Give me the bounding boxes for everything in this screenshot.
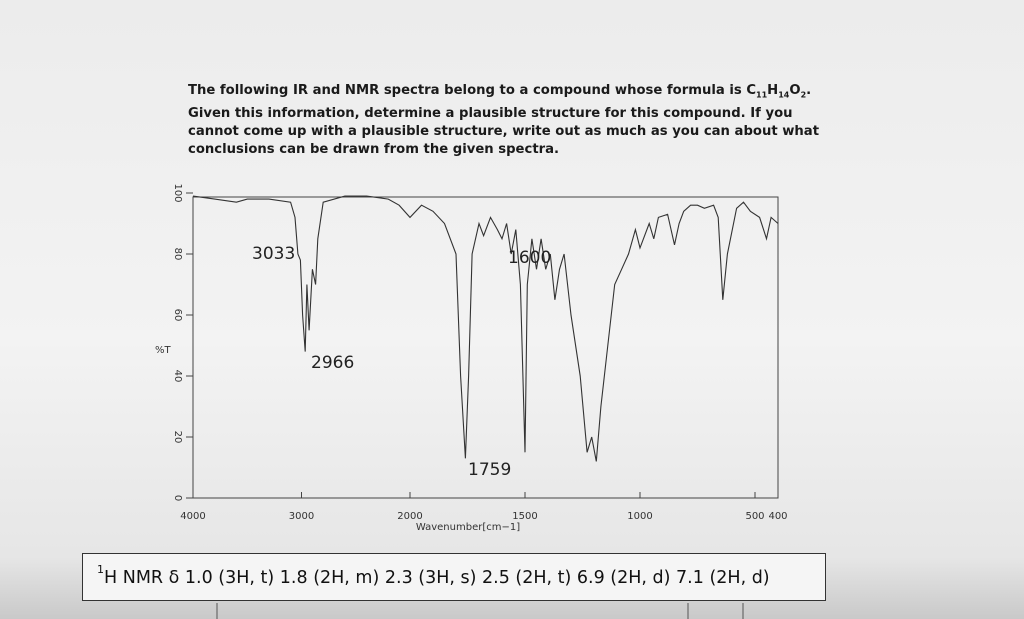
formula: 11 xyxy=(756,90,768,100)
question-line: conclusions can be drawn from the given … xyxy=(188,141,560,157)
y-tick-label: 0 xyxy=(172,495,183,501)
question-line: Given this information, determine a plau… xyxy=(188,105,793,121)
peak-annotation: 2966 xyxy=(311,353,354,373)
x-tick-label: 2000 xyxy=(397,511,422,522)
formula: H xyxy=(767,83,779,98)
formula: . xyxy=(806,83,812,98)
nmr-text: H NMR δ 1.0 (3H, t) 1.8 (2H, m) 2.3 (3H,… xyxy=(104,567,770,588)
y-tick-label: 60 xyxy=(172,309,183,322)
plot-frame xyxy=(192,196,779,499)
y-axis-label: %T xyxy=(155,345,172,356)
question-line: The following IR and NMR spectra belong … xyxy=(188,82,819,105)
x-tick-label: 500 xyxy=(745,511,764,522)
question: The following IR and NMR spectra belong … xyxy=(188,82,819,159)
x-tick-label: 1500 xyxy=(512,511,537,522)
formula: O xyxy=(789,83,801,98)
formula: C xyxy=(746,83,757,98)
y-tick-label: 40 xyxy=(172,370,183,383)
formula: 14 xyxy=(778,90,790,100)
y-tick-label: 80 xyxy=(172,248,183,261)
x-axis-label: Wavenumber[cm−1] xyxy=(416,522,520,533)
formula: 2 xyxy=(800,90,807,100)
peak-annotation: 1759 xyxy=(468,460,511,480)
y-tick-label: 100 xyxy=(172,183,183,202)
x-tick-label: 1000 xyxy=(627,511,652,522)
peak-annotation: 1600 xyxy=(508,248,551,268)
nmr-superscript: 1 xyxy=(97,563,104,576)
question-lead: The following IR and NMR spectra belong … xyxy=(188,83,747,98)
peak-annotation: 3033 xyxy=(252,244,295,264)
y-tick-label: 20 xyxy=(172,431,183,444)
nmr-box: 1H NMR δ 1.0 (3H, t) 1.8 (2H, m) 2.3 (3H… xyxy=(82,553,826,601)
x-tick-label: 4000 xyxy=(180,511,205,522)
question-line: cannot come up with a plausible structur… xyxy=(188,123,819,139)
x-tick-label: 3000 xyxy=(289,511,314,522)
x-tick-label: 400 xyxy=(768,511,787,522)
spectrum-line xyxy=(192,195,779,462)
